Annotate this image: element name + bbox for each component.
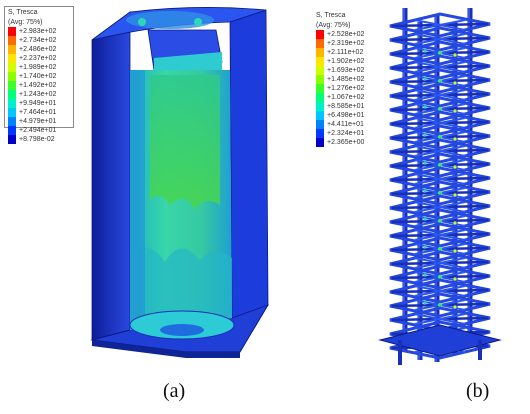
legend-a-swatch [8,45,16,54]
legend-b-entry: +6.498e+01 [313,111,381,120]
legend-b: S, Tresca (Avg: 75%) +2.528e+02 +2.319e+0… [312,9,382,147]
legend-a-value: +2.237e+02 [19,55,57,62]
legend-b-entry: +1.485e+02 [313,75,381,84]
legend-b-entry: +1.693e+02 [313,66,381,75]
lattice-tier [389,68,491,94]
legend-b-value: +1.067e+02 [327,94,365,101]
legend-a-entries: +2.983e+02 +2.734e+02 +2.486e+02 +2.237e+02… [5,27,73,144]
legend-a: S, Tresca (Avg: 75%) +2.983e+02 +2.734e+0… [4,6,74,144]
legend-b-swatch [316,75,324,84]
lattice-base [378,324,502,365]
legend-b-value: +2.319e+02 [327,40,365,47]
legend-a-swatch [8,99,16,108]
legend-b-swatch [316,120,324,129]
legend-a-value: +1.989e+02 [19,64,57,71]
legend-a-entry: +1.243e+02 [5,90,73,99]
caption-b: (b) [466,380,490,402]
lattice-tier [389,222,491,248]
legend-a-value: +1.492e+02 [19,82,57,89]
legend-a-entry: +2.486e+02 [5,45,73,54]
legend-b-swatch [316,84,324,93]
legend-a-title: S, Tresca [8,9,38,16]
legend-a-swatch [8,108,16,117]
legend-b-swatch [316,102,324,111]
legend-a-swatch [8,63,16,72]
legend-b-entry: +2.528e+02 [313,30,381,39]
legend-a-entry: +2.237e+02 [5,54,73,63]
legend-b-value: +2.528e+02 [327,31,365,38]
legend-b-value: +1.485e+02 [327,76,365,83]
legend-a-swatch [8,36,16,45]
legend-a-entry: +9.949e+01 [5,99,73,108]
legend-b-entry: +2.111e+02 [313,48,381,57]
legend-b-value: +4.411e+01 [327,121,364,128]
legend-b-swatch [316,48,324,57]
legend-b-title: S, Tresca [316,12,346,19]
legend-b-swatch [316,57,324,66]
legend-a-value: +7.464e+01 [19,109,57,116]
lattice-tier [389,124,491,150]
caption-a: (a) [163,380,186,402]
legend-b-value: +2.111e+02 [327,49,364,56]
legend-b-entry: +8.585e+01 [313,102,381,111]
legend-a-entry: +8.798e-02 [5,135,73,144]
legend-a-swatch [8,126,16,135]
legend-b-entries: +2.528e+02 +2.319e+02 +2.111e+02 +1.902e+02… [313,30,381,147]
legend-b-entry: +2.324e+01 [313,129,381,138]
legend-a-swatch [8,135,16,144]
legend-a-value: +9.949e+01 [19,100,57,107]
legend-a-entry: +2.734e+02 [5,36,73,45]
legend-a-entry: +1.989e+02 [5,63,73,72]
legend-b-value: +6.498e+01 [327,112,365,119]
legend-b-swatch [316,30,324,39]
legend-b-entry: +4.411e+01 [313,120,381,129]
legend-b-value: +2.365e+00 [327,139,365,146]
legend-b-entry: +2.319e+02 [313,39,381,48]
legend-b-entry: +1.276e+02 [313,84,381,93]
legend-b-value: +8.585e+01 [327,103,365,110]
legend-a-swatch [8,90,16,99]
legend-b-swatch [316,93,324,102]
legend-b-swatch [316,129,324,138]
legend-a-value: +1.243e+02 [19,91,57,98]
legend-a-value: +8.798e-02 [19,136,55,143]
legend-b-swatch [316,111,324,120]
lattice-tier [389,180,491,206]
legend-b-entry: +1.902e+02 [313,57,381,66]
legend-b-subtitle: (Avg: 75%) [316,22,351,29]
legend-a-swatch [8,27,16,36]
legend-a-value: +1.740e+02 [19,73,57,80]
legend-b-value: +1.276e+02 [327,85,365,92]
legend-a-entry: +2.983e+02 [5,27,73,36]
legend-a-entry: +4.979e+01 [5,117,73,126]
legend-a-value: +2.734e+02 [19,37,57,44]
legend-b-swatch [316,66,324,75]
legend-a-swatch [8,117,16,126]
legend-b-value: +2.324e+01 [327,130,365,137]
legend-a-swatch [8,72,16,81]
legend-a-value: +2.983e+02 [19,28,57,35]
legend-a-value: +2.494e+01 [19,127,57,134]
legend-a-entry: +2.494e+01 [5,126,73,135]
legend-a-value: +4.979e+01 [19,118,57,125]
legend-b-entry: +2.365e+00 [313,138,381,147]
legend-a-value: +2.486e+02 [19,46,57,53]
legend-a-entry: +7.464e+01 [5,108,73,117]
legend-b-entry: +1.067e+02 [313,93,381,102]
legend-a-entry: +1.492e+02 [5,81,73,90]
legend-a-entry: +1.740e+02 [5,72,73,81]
legend-b-value: +1.693e+02 [327,67,365,74]
legend-b-value: +1.902e+02 [327,58,365,65]
legend-a-swatch [8,54,16,63]
legend-b-swatch [316,138,324,147]
legend-b-swatch [316,39,324,48]
legend-a-swatch [8,81,16,90]
legend-a-subtitle: (Avg: 75%) [8,19,43,26]
